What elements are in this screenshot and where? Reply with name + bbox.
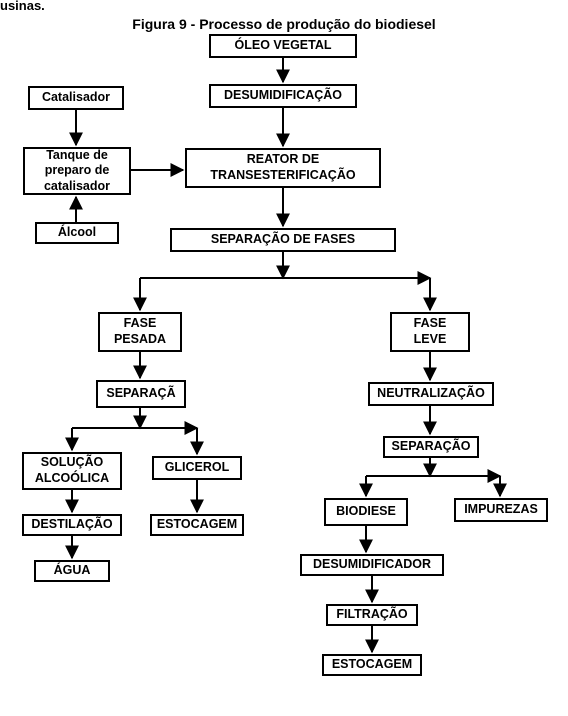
page-fragment: usinas.: [0, 0, 45, 14]
box-desumidificador: DESUMIDIFICADOR: [300, 554, 444, 576]
box-estocagem-biodiesel: ESTOCAGEM: [322, 654, 422, 676]
box-alcool: Álcool: [35, 222, 119, 244]
box-agua: ÁGUA: [34, 560, 110, 582]
box-filtracao: FILTRAÇÃO: [326, 604, 418, 626]
box-glicerol: GLICEROL: [152, 456, 242, 480]
box-impurezas: IMPUREZAS: [454, 498, 548, 522]
box-fase-leve: FASE LEVE: [390, 312, 470, 352]
box-reator-transesterificacao: REATOR DE TRANSESTERIFICAÇÃO: [185, 148, 381, 188]
box-estocagem-glicerol: ESTOCAGEM: [150, 514, 244, 536]
box-fase-pesada: FASE PESADA: [98, 312, 182, 352]
box-separacao-2: SEPARAÇÃO: [383, 436, 479, 458]
box-tanque-preparo-catalisador: Tanque de preparo de catalisador: [23, 147, 131, 195]
box-catalisador: Catalisador: [28, 86, 124, 110]
box-separaca-truncated: SEPARAÇÃ: [96, 380, 186, 408]
box-destilacao: DESTILAÇÃO: [22, 514, 122, 536]
box-neutralizacao: NEUTRALIZAÇÃO: [368, 382, 494, 406]
box-separacao-de-fases: SEPARAÇÃO DE FASES: [170, 228, 396, 252]
box-oleo-vegetal: ÓLEO VEGETAL: [209, 34, 357, 58]
box-desumidificacao: DESUMIDIFICAÇÃO: [209, 84, 357, 108]
box-biodiese-truncated: BIODIESE: [324, 498, 408, 526]
box-solucao-alcoolica: SOLUÇÃO ALCOÓLICA: [22, 452, 122, 490]
figure-title: Figura 9 - Processo de produção do biodi…: [0, 16, 568, 32]
